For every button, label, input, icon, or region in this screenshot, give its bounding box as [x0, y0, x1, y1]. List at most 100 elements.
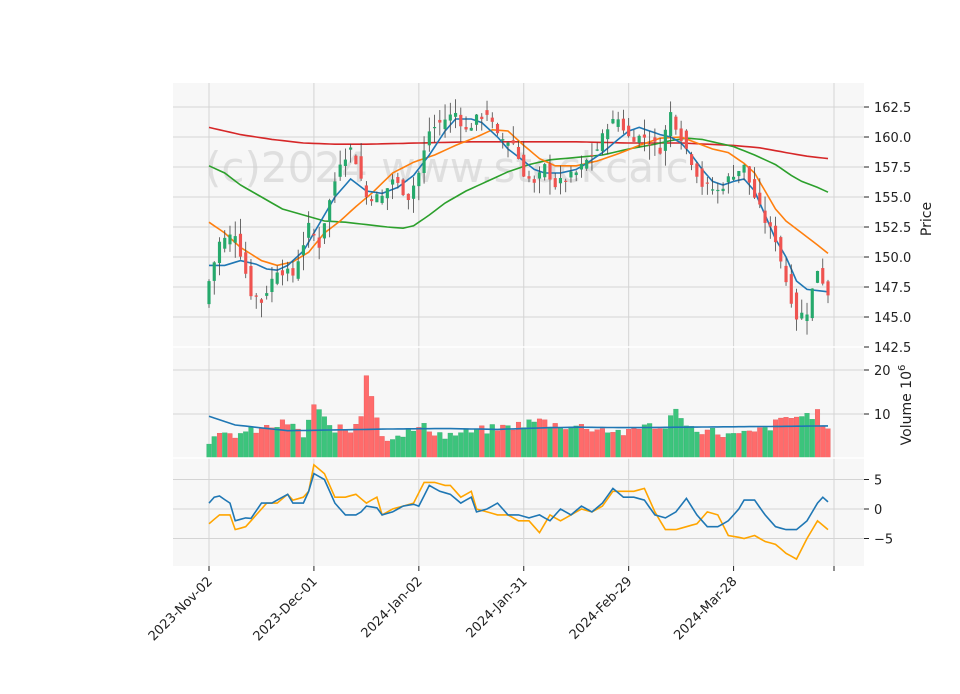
candle-body: [391, 179, 395, 185]
candle-body: [338, 164, 342, 177]
candle-body: [779, 237, 783, 262]
candle-body: [695, 163, 699, 177]
date-tick-label: 2024-Jan-02: [359, 574, 426, 641]
volume-bar: [374, 417, 380, 459]
candle-body: [296, 261, 300, 279]
candle-body: [810, 288, 814, 319]
candle-body: [558, 177, 563, 184]
candle-body: [595, 149, 599, 151]
volume-bar: [589, 431, 595, 459]
volume-bar: [547, 426, 553, 459]
candle-body: [742, 164, 746, 173]
volume-bar: [258, 427, 264, 459]
candle-body: [406, 193, 410, 201]
candle-body: [784, 265, 788, 283]
candle-body: [800, 312, 804, 319]
volume-bar: [232, 437, 238, 459]
volume-bar: [752, 431, 758, 459]
volume-axis-label: Volume 106: [897, 365, 915, 446]
volume-bar: [741, 430, 747, 459]
volume-bar: [458, 432, 464, 459]
candle-body: [826, 281, 830, 296]
candle-body: [611, 118, 615, 124]
candle-body: [679, 128, 683, 142]
candle-body: [317, 237, 321, 248]
volume-bar: [605, 432, 611, 459]
volume-bar: [342, 430, 348, 459]
candle-body: [490, 117, 494, 122]
candle-body: [585, 159, 589, 169]
candle-body: [642, 134, 646, 138]
candle-body: [480, 116, 484, 120]
candle-body: [417, 172, 421, 187]
volume-bar: [222, 432, 228, 459]
ma-line-long: [208, 137, 829, 230]
price-tick-label: 155.0: [874, 191, 911, 206]
candle-body: [721, 188, 725, 192]
candle-body: [674, 116, 678, 130]
volume-bar: [206, 443, 212, 459]
candle-body: [401, 179, 405, 196]
price-tick-label: 162.5: [874, 101, 911, 116]
volume-bar: [689, 426, 695, 459]
volume-bar: [253, 432, 259, 459]
volume-bar: [809, 419, 815, 459]
candle-body: [448, 114, 452, 121]
candle-body: [705, 182, 709, 184]
volume-bar: [636, 428, 642, 459]
volume-bar: [300, 437, 306, 459]
candle-body: [301, 245, 305, 256]
volume-bar: [384, 440, 390, 459]
volume-bar: [463, 428, 469, 459]
candle-body: [516, 146, 521, 159]
candle-body: [275, 272, 279, 284]
candle-body: [711, 189, 715, 191]
candle-body: [291, 268, 295, 276]
candle-body: [669, 112, 673, 137]
volume-bar: [599, 428, 605, 459]
candle-body: [700, 168, 704, 187]
volume-bar: [773, 419, 779, 459]
candle-body: [228, 234, 232, 245]
candle-body: [375, 194, 379, 203]
candle-body: [469, 127, 473, 131]
price-tick-label: 152.5: [874, 221, 911, 236]
candle-body: [574, 172, 578, 176]
candle-body: [726, 176, 730, 183]
volume-bar: [825, 428, 831, 459]
volume-bar: [778, 417, 784, 459]
volume-axis-ticks: 10 20: [864, 364, 891, 423]
volume-bar: [746, 430, 752, 459]
volume-bar: [804, 413, 810, 459]
volume-bar: [416, 427, 422, 459]
volume-bar: [820, 426, 826, 459]
ma-line-mid: [208, 128, 829, 267]
volume-bar: [694, 431, 700, 459]
candle-body: [637, 135, 641, 143]
price-axis-ticks: 142.5 145.0 147.5 150.0 152.5 155.0 157.5 160.0…: [864, 101, 911, 356]
candle-body: [249, 266, 253, 297]
candle-body: [773, 225, 778, 243]
candle-body: [821, 268, 825, 284]
price-axis-label: Price: [919, 202, 935, 236]
volume-bar: [290, 423, 296, 459]
candle-body: [621, 118, 625, 131]
volume-bar: [526, 419, 532, 459]
volume-bar: [442, 438, 448, 459]
date-tick-label: 2024-Mar-28: [671, 574, 740, 643]
volume-bar: [641, 424, 647, 459]
volume-bar: [363, 375, 369, 459]
volume-bar: [536, 418, 542, 459]
volume-bar: [447, 432, 453, 459]
candle-body: [427, 131, 431, 146]
candle-body: [223, 237, 227, 249]
price-tick-label: 157.5: [874, 161, 911, 176]
volume-bar: [274, 427, 280, 459]
volume-bar: [626, 429, 632, 459]
candle-body: [501, 139, 505, 141]
candle-body: [443, 119, 447, 130]
candle-body: [364, 185, 368, 198]
candle-body: [280, 270, 285, 276]
volume-bar: [668, 415, 674, 459]
